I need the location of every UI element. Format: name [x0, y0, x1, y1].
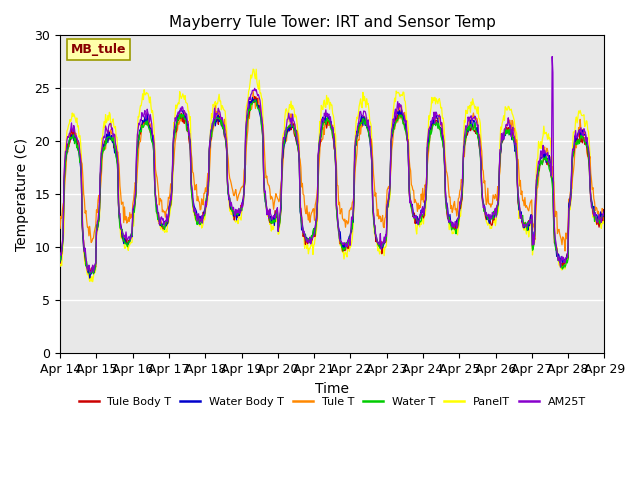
Text: MB_tule: MB_tule [71, 43, 127, 56]
Y-axis label: Temperature (C): Temperature (C) [15, 138, 29, 251]
Legend: Tule Body T, Water Body T, Tule T, Water T, PanelT, AM25T: Tule Body T, Water Body T, Tule T, Water… [74, 393, 591, 411]
X-axis label: Time: Time [316, 382, 349, 396]
Title: Mayberry Tule Tower: IRT and Sensor Temp: Mayberry Tule Tower: IRT and Sensor Temp [169, 15, 496, 30]
